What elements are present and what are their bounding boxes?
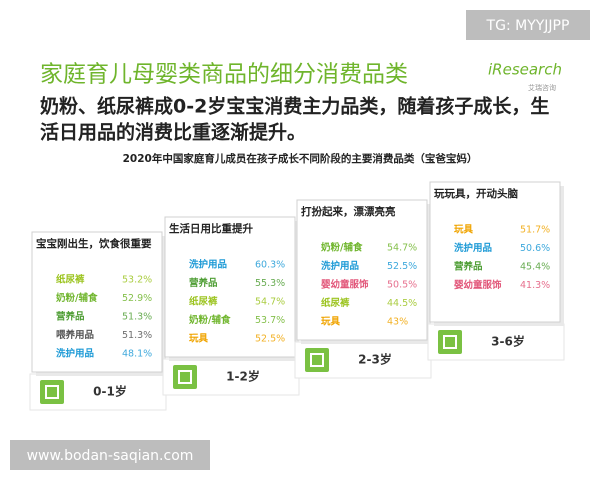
subtitle: 活日用品的消费比重逐渐提升。 [40,121,306,144]
stage-icon-glyph [178,370,192,384]
stage-icon [305,348,329,372]
chart-title: 2020年中国家庭育儿成员在孩子成长不同阶段的主要消费品类（宝爸宝妈） [123,152,478,165]
stage-label: 1-2岁 [226,369,260,384]
item-label: 玩具 [454,225,474,236]
stage-label: 2-3岁 [358,352,392,367]
item-value: 52.9% [122,293,152,304]
item-label: 喂养用品 [56,329,94,341]
item-value: 41.3% [520,280,550,291]
stage-label: 3-6岁 [491,334,525,349]
stage-label: 0-1岁 [93,384,127,399]
item-label: 洗护用品 [56,348,94,360]
item-label: 奶粉/辅食 [188,314,231,326]
item-value: 50.5% [387,280,417,291]
item-label: 营养品 [189,277,218,289]
item-value: 51.3% [122,330,152,341]
title: 家庭育儿母婴类商品的细分消费品类 [40,62,408,88]
item-label: 婴幼童服饰 [454,279,502,291]
stage-icon-glyph [443,335,457,349]
item-value: 55.3% [255,278,285,289]
stage-icon [173,365,197,389]
item-label: 纸尿裤 [189,296,218,308]
item-value: 54.7% [255,297,285,308]
item-label: 婴幼童服饰 [321,279,369,291]
item-label: 玩具 [189,334,209,345]
item-value: 51.7% [520,225,550,236]
item-value: 52.5% [255,334,285,345]
watermark: www.bodan-saqian.com [27,448,194,464]
item-label: 奶粉/辅食 [55,292,98,304]
watermark-box [10,440,210,470]
logo-sub: 艾瑞咨询 [528,83,556,92]
item-value: 44.5% [387,298,417,309]
subtitle: 奶粉、纸尿裤成0-2岁宝宝消费主力品类，随着孩子成长，生 [40,95,549,118]
item-label: 纸尿裤 [56,274,85,286]
card [31,231,163,373]
stage-icon [438,330,462,354]
item-value: 50.6% [520,243,550,254]
item-label: 洗护用品 [454,242,492,254]
stage-icon [40,380,64,404]
item-label: 奶粉/辅食 [320,242,363,254]
card-header: 打扮起来，漂漂亮亮 [301,205,396,218]
watermark-box [466,10,590,40]
item-label: 营养品 [56,311,85,323]
item-label: 纸尿裤 [321,297,350,309]
item-label: 营养品 [454,261,483,273]
card-header: 玩玩具，开动头脑 [434,187,518,200]
item-value: 53.7% [255,315,285,326]
card-header: 生活日用比重提升 [169,222,253,235]
item-label: 洗护用品 [321,260,359,272]
item-value: 51.3% [122,312,152,323]
item-value: 53.2% [122,275,152,286]
stage-icon-glyph [310,353,324,367]
card [429,181,561,323]
logo: iResearch [488,61,562,79]
item-value: 45.4% [520,262,550,273]
item-value: 54.7% [387,243,417,254]
card-header: 宝宝刚出生，饮食很重要 [36,237,152,250]
card [164,216,296,358]
item-value: 48.1% [122,349,152,360]
card [296,199,428,341]
item-label: 洗护用品 [189,259,227,271]
item-label: 玩具 [321,317,341,328]
watermark: TG: MYYJJPP [486,18,570,34]
item-value: 43% [387,317,408,328]
item-value: 60.3% [255,260,285,271]
item-value: 52.5% [387,261,417,272]
stage-icon-glyph [45,385,59,399]
